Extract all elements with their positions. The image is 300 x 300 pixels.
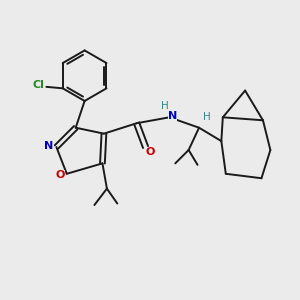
Text: O: O — [145, 147, 154, 158]
Text: H: H — [203, 112, 211, 122]
Text: H: H — [161, 101, 169, 111]
Text: N: N — [168, 111, 177, 121]
Text: Cl: Cl — [32, 80, 44, 90]
Text: O: O — [56, 170, 65, 180]
Text: N: N — [44, 140, 54, 151]
